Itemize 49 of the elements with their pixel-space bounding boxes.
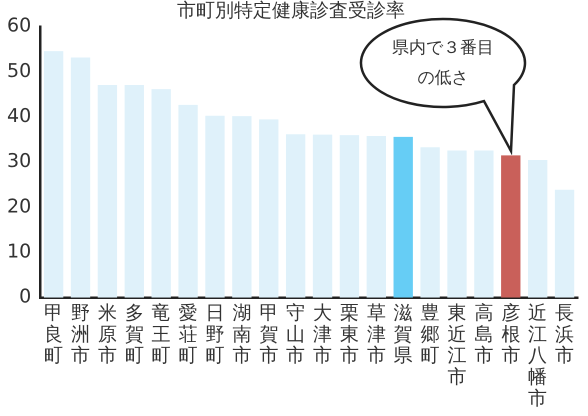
bar (501, 155, 520, 298)
x-tick-label: 栗東市 (340, 302, 359, 367)
bar (474, 150, 494, 298)
x-tick-label: 甲良町 (44, 302, 64, 367)
x-tick-label: 甲賀市 (259, 302, 278, 367)
y-tick-label: 20 (6, 195, 32, 218)
bar (528, 160, 548, 298)
x-tick-label: 東近江市 (447, 302, 466, 388)
bar (70, 57, 90, 298)
chart-title: 市町別特定健康診査受診率 (177, 0, 405, 22)
bar (286, 134, 306, 298)
annotation: 県内で３番目の低さ (391, 36, 495, 90)
y-tick-label: 0 (19, 286, 32, 308)
x-tick-label: 豊郷町 (420, 302, 440, 367)
x-tick-label: 多賀町 (124, 302, 144, 367)
bar (420, 147, 440, 298)
bar (44, 51, 64, 298)
x-tick-label: 滋賀県 (394, 302, 413, 367)
y-tick-label: 60 (6, 14, 32, 37)
x-tick-label: 竜王町 (152, 302, 171, 367)
x-tick-label: 湖南市 (232, 302, 252, 367)
bar (447, 150, 467, 298)
y-tick-label: 10 (6, 240, 32, 262)
x-tick-label: 高島市 (474, 302, 494, 367)
y-tick-label: 50 (6, 60, 32, 82)
x-tick-label: 愛荘町 (178, 302, 198, 367)
bar (178, 104, 198, 298)
x-tick-label: 近江八幡市 (528, 302, 548, 410)
bar (98, 85, 118, 298)
bar (554, 190, 574, 298)
bar (205, 116, 225, 298)
x-tick-label: 大津市 (313, 302, 332, 367)
x-tick-label: 野洲市 (71, 302, 90, 367)
bar (259, 119, 278, 298)
x-tick-label: 守山市 (286, 302, 306, 367)
bar (124, 85, 144, 298)
bar (312, 134, 332, 298)
x-tick-label: 草津市 (366, 302, 386, 367)
y-tick-label: 40 (6, 105, 32, 128)
x-tick-label: 米原市 (98, 302, 117, 367)
y-tick-label: 30 (6, 150, 32, 172)
bar (152, 89, 171, 298)
x-tick-label: 日野町 (205, 302, 224, 367)
bar (340, 135, 360, 298)
bar (394, 136, 413, 298)
bar (366, 136, 386, 298)
bar (232, 116, 252, 298)
x-tick-label: 長浜市 (555, 302, 574, 367)
x-tick-label: 彦根市 (501, 302, 520, 367)
